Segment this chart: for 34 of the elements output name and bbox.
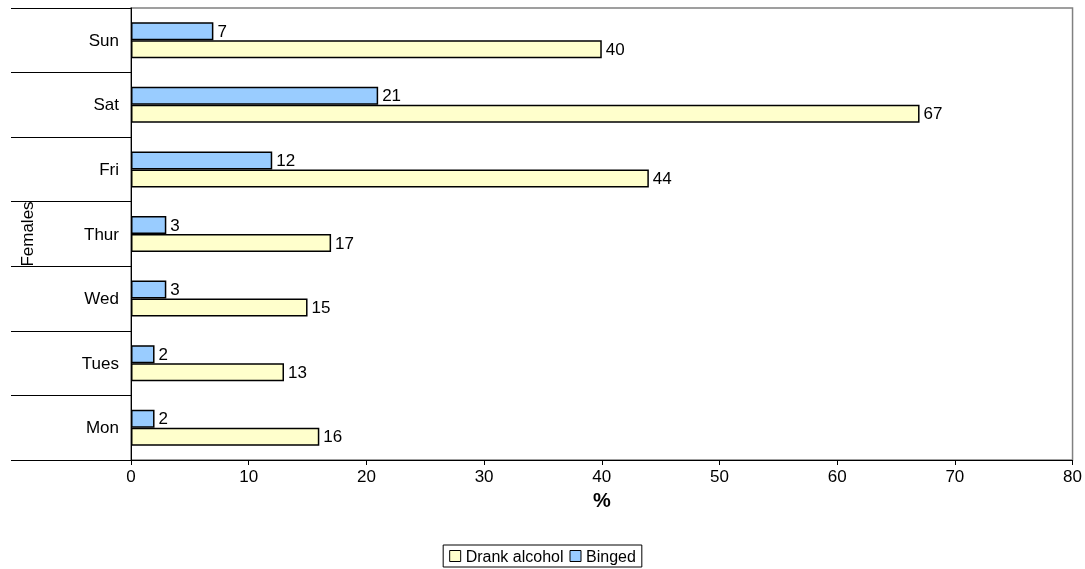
data-label: 44 (652, 168, 672, 188)
x-tick-label: 50 (710, 467, 729, 486)
data-label: 2 (158, 409, 169, 429)
y-tick-label: Sat (93, 95, 120, 115)
x-tick-label: 80 (1063, 467, 1083, 486)
legend-label: Drank alcohol (465, 547, 564, 565)
data-label: 3 (170, 280, 180, 300)
data-label: 16 (323, 427, 343, 447)
data-label: 13 (288, 362, 307, 382)
x-tick-label: 40 (592, 467, 612, 486)
x-axis-title: % (592, 488, 611, 511)
x-tick-label: 0 (126, 467, 136, 486)
legend-label: Binged (586, 547, 636, 565)
y-tick-label: Tues (81, 353, 119, 373)
y-tick-label: Wed (84, 289, 119, 309)
data-label: 40 (605, 39, 625, 59)
x-tick-label: 30 (474, 467, 494, 486)
data-label: 67 (923, 104, 943, 124)
x-tick-label: 60 (827, 467, 847, 486)
y-tick-label: Sun (88, 30, 119, 50)
data-label: 15 (311, 298, 331, 318)
y-tick-label: Fri (99, 159, 119, 179)
x-tick-label: 70 (945, 467, 965, 486)
data-label: 3 (170, 215, 180, 235)
data-label: 17 (335, 233, 354, 253)
data-label: 12 (276, 150, 296, 170)
y-tick-label: Thur (84, 224, 120, 244)
y-axis-title: Females (18, 201, 37, 267)
x-tick-label: 20 (356, 467, 376, 486)
data-label: 2 (158, 344, 169, 364)
x-tick-label: 10 (239, 467, 259, 486)
y-tick-label: Mon (85, 418, 119, 438)
data-label: 21 (382, 86, 402, 106)
data-label: 7 (217, 21, 227, 41)
